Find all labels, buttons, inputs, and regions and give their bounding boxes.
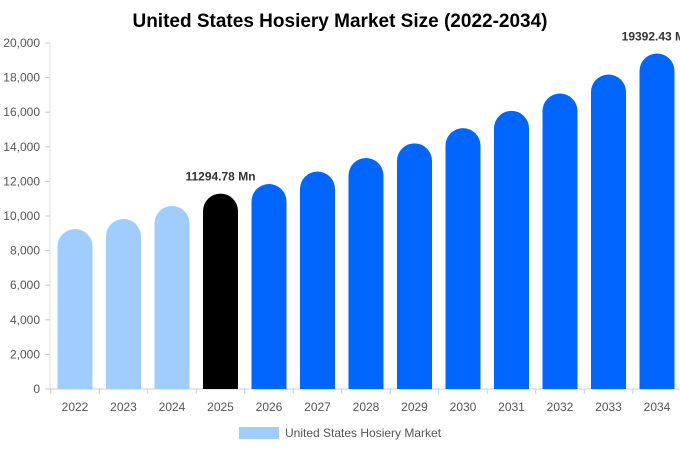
x-tick-label: 2026 [256,400,283,414]
bar-2025 [203,193,238,389]
bar-2023 [106,218,141,389]
y-tick-label: 0 [33,382,40,396]
legend-swatch [239,427,279,439]
x-tick-label: 2031 [498,400,525,414]
legend-label: United States Hosiery Market [285,426,442,440]
x-axis: 2022 2023 2024 2025 2026 2027 2028 2029 2030 2031… [50,388,680,414]
bar-2032 [542,93,578,390]
y-axis: 0 2,000 4,000 6,000 8,000 10,000 12,000 14,000 1… [3,36,51,396]
y-tick-label: 12,000 [3,174,40,188]
y-tick-label: 4,000 [10,313,40,327]
legend: United States Hosiery Market [239,426,442,440]
x-tick-label: 2033 [595,400,622,414]
bar-2026 [251,183,287,389]
bar-2029 [397,143,432,389]
data-labels: 11294.78 Mn 19392.43 Mn [185,30,680,184]
bar-2031 [494,110,529,390]
bar-2022 [57,228,93,389]
data-label-2034: 19392.43 Mn [622,30,680,44]
x-tick-label: 2024 [159,400,186,414]
bar-2030 [445,128,481,389]
x-tick-label: 2034 [644,400,671,414]
data-label-2025: 11294.78 Mn [185,170,255,184]
y-tick-label: 20,000 [3,36,40,50]
y-tick-label: 10,000 [3,209,40,223]
x-tick-label: 2022 [62,400,89,414]
y-tick-label: 16,000 [3,105,40,119]
y-tick-label: 6,000 [10,278,40,292]
x-tick-label: 2027 [304,400,331,414]
bars [57,53,675,390]
chart-title: United States Hosiery Market Size (2022-… [132,11,547,32]
bar-2024 [154,205,190,389]
y-tick-label: 8,000 [10,244,40,258]
bar-2027 [300,171,335,389]
x-tick-label: 2028 [353,400,380,414]
x-tick-label: 2023 [110,400,137,414]
bar-2033 [591,74,626,390]
x-tick-label: 2025 [207,400,234,414]
x-tick-label: 2032 [547,400,574,414]
y-tick-label: 18,000 [3,71,40,85]
y-tick-label: 2,000 [10,347,40,361]
x-tick-label: 2029 [401,400,428,414]
bar-2034 [639,53,675,390]
y-tick-label: 14,000 [3,140,40,154]
x-tick-label: 2030 [450,400,477,414]
bar-2028 [348,158,384,389]
